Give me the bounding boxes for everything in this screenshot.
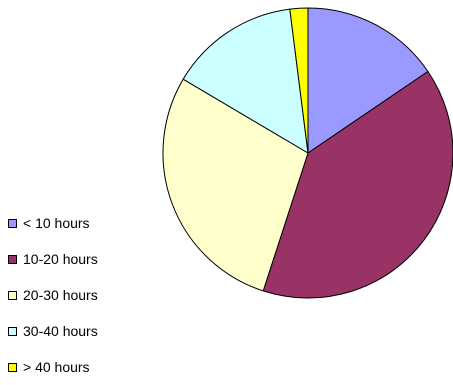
pie-chart <box>162 7 453 299</box>
legend-label-20-30-hours: 20-30 hours <box>23 287 98 303</box>
legend-label-under-10-hours: < 10 hours <box>23 215 90 231</box>
legend-item-20-30-hours: 20-30 hours <box>8 277 98 313</box>
legend: < 10 hours 10-20 hours 20-30 hours 30-40… <box>8 205 98 385</box>
pie-slice-30-40-hours <box>182 8 309 154</box>
legend-label-over-40-hours: > 40 hours <box>23 359 90 375</box>
legend-swatch-over-40-hours <box>8 362 17 372</box>
pie-slice-under-10-hours <box>307 7 429 154</box>
legend-swatch-10-20-hours <box>8 254 17 264</box>
pie-slice-over-40-hours <box>289 7 309 154</box>
pie-slice-10-20-hours <box>262 71 453 299</box>
legend-item-over-40-hours: > 40 hours <box>8 349 98 385</box>
legend-label-10-20-hours: 10-20 hours <box>23 251 98 267</box>
legend-label-30-40-hours: 30-40 hours <box>23 323 98 339</box>
legend-swatch-20-30-hours <box>8 290 17 300</box>
legend-item-30-40-hours: 30-40 hours <box>8 313 98 349</box>
legend-item-under-10-hours: < 10 hours <box>8 205 98 241</box>
legend-swatch-30-40-hours <box>8 326 17 336</box>
legend-swatch-under-10-hours <box>8 218 17 228</box>
legend-item-10-20-hours: 10-20 hours <box>8 241 98 277</box>
